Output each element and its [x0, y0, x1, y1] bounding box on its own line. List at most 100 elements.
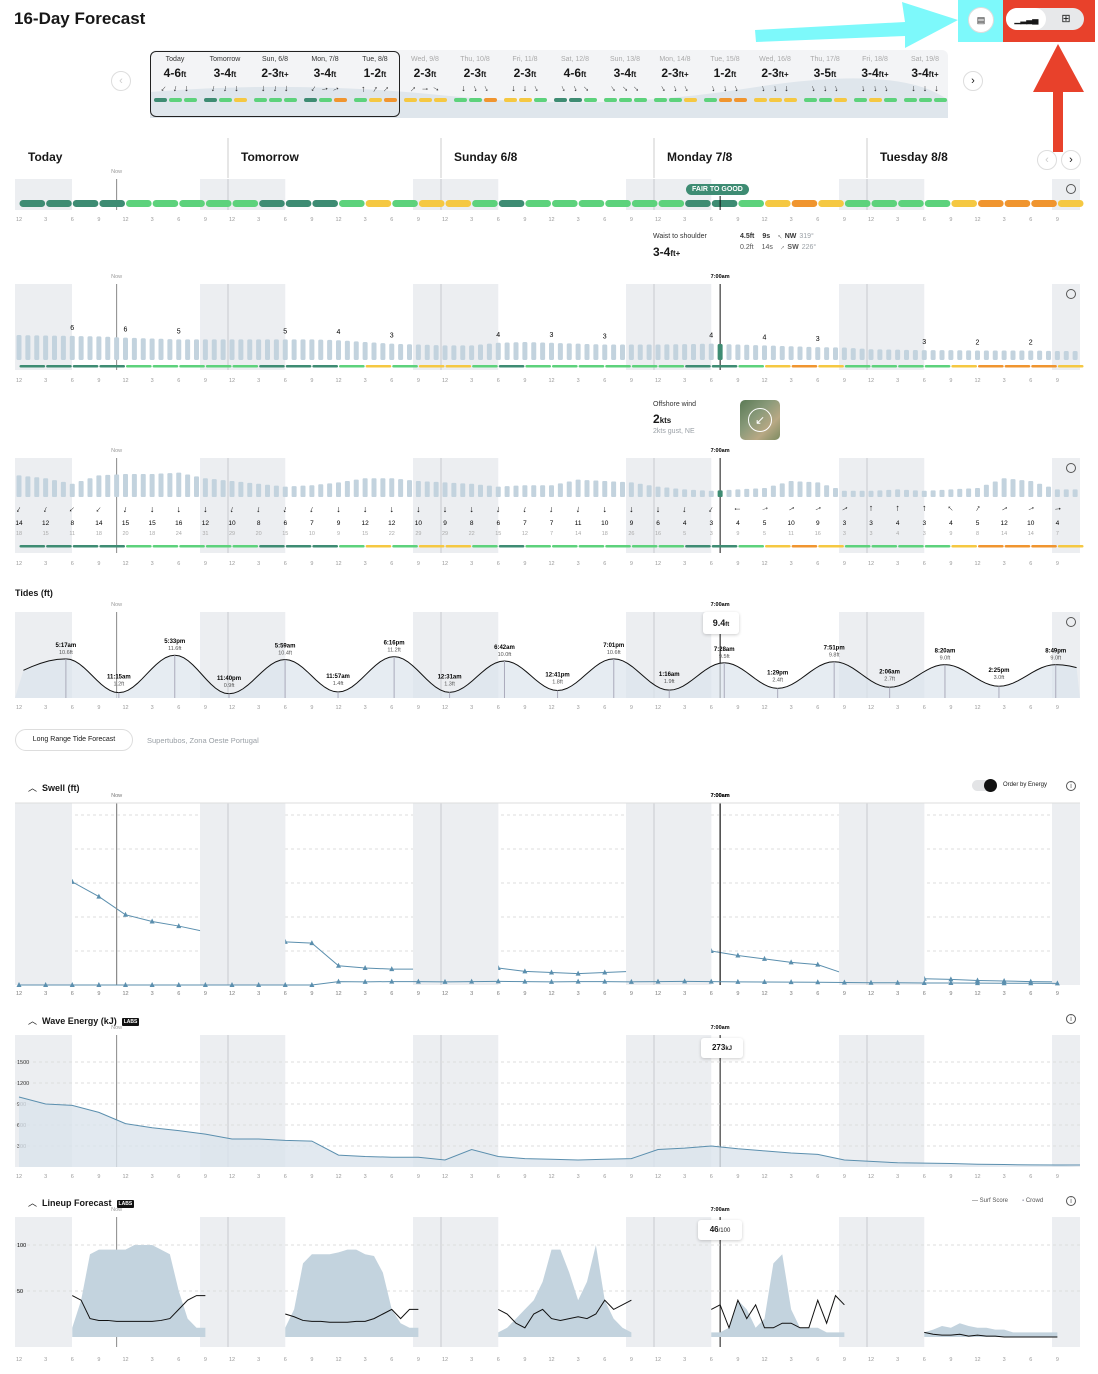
surf-height-bar[interactable] — [682, 344, 688, 360]
surf-height-bar[interactable] — [1037, 350, 1043, 360]
info-icon[interactable] — [1066, 184, 1076, 194]
swell-info-icon[interactable]: i — [1066, 781, 1076, 791]
surf-height-bar[interactable] — [60, 335, 66, 360]
surf-height-bar[interactable] — [637, 344, 643, 360]
surf-height-bar[interactable] — [43, 335, 49, 360]
surf-height-bar[interactable] — [904, 349, 909, 360]
surf-height-bar[interactable] — [380, 343, 386, 360]
surf-height-bar[interactable] — [131, 337, 137, 360]
surf-height-bar[interactable] — [158, 338, 164, 360]
surf-height-bar[interactable] — [504, 342, 510, 360]
surf-height-bar[interactable] — [34, 335, 40, 360]
surf-height-bar[interactable] — [797, 346, 803, 360]
table-view-button[interactable]: ▤ — [968, 7, 994, 33]
info-icon[interactable] — [1066, 463, 1076, 473]
surf-height-bar[interactable] — [655, 344, 661, 360]
strip-next-button[interactable]: › — [963, 71, 983, 91]
surf-height-bar[interactable] — [96, 336, 102, 360]
surf-height-bar[interactable] — [522, 341, 528, 360]
surf-height-bar[interactable] — [628, 344, 634, 360]
surf-height-bar[interactable] — [495, 342, 501, 360]
surf-height-bar[interactable] — [975, 350, 980, 360]
surf-height-bar[interactable] — [1072, 350, 1078, 360]
surf-height-bar[interactable] — [318, 339, 324, 360]
surf-height-bar[interactable] — [850, 348, 856, 360]
wind-map-thumbnail[interactable]: ↙ — [740, 400, 780, 440]
surf-height-bar[interactable] — [602, 344, 608, 360]
surf-height-bar[interactable] — [646, 344, 652, 360]
day-card[interactable]: Thu, 17/8 3-5ft ↓ ↓ ↓ — [800, 52, 850, 116]
surf-height-bar[interactable] — [815, 347, 821, 360]
lineup-header[interactable]: ︿ Lineup Forecast LABS — [28, 1198, 135, 1208]
day-card[interactable]: Fri, 11/8 2-3ft ↓ ↓ ↓ — [500, 52, 550, 116]
day-card[interactable]: Wed, 16/8 2-3ft+ ↓ ↓ ↓ — [750, 52, 800, 116]
surf-height-bar[interactable] — [229, 339, 235, 360]
surf-height-bar[interactable] — [726, 344, 732, 360]
surf-height-bar[interactable] — [247, 339, 253, 360]
surf-height-bar[interactable] — [460, 345, 466, 360]
surf-height-bar[interactable] — [939, 350, 945, 360]
surf-height-bar[interactable] — [841, 347, 847, 360]
day-card[interactable]: Tue, 15/8 1-2ft ↓ ↓ ↓ — [700, 52, 750, 116]
surf-height-bar[interactable] — [211, 339, 217, 360]
surf-height-bar[interactable] — [167, 339, 173, 360]
order-by-energy-toggle[interactable] — [972, 779, 997, 792]
surf-height-bar[interactable] — [185, 339, 191, 360]
surf-height-bar[interactable] — [114, 337, 120, 360]
surf-height-bar[interactable] — [921, 350, 927, 360]
surf-height-bar[interactable] — [744, 344, 750, 360]
surf-height-bar[interactable] — [788, 346, 794, 360]
surf-height-bar[interactable] — [895, 349, 901, 360]
day-card[interactable]: Thu, 10/8 2-3ft ↓ ↓ ↓ — [450, 52, 500, 116]
surf-height-bar[interactable] — [194, 339, 199, 360]
surf-height-bar[interactable] — [948, 350, 954, 360]
bar-chart-view-button[interactable]: ▁▂▃▄ — [1006, 8, 1046, 30]
surf-height-bar[interactable] — [52, 335, 57, 360]
surf-height-bar[interactable] — [238, 339, 244, 360]
wave-energy-header[interactable]: ︿ Wave Energy (kJ) LABS — [28, 1016, 140, 1026]
surf-height-bar[interactable] — [442, 345, 448, 360]
surf-height-bar[interactable] — [273, 339, 279, 360]
surf-height-bar[interactable] — [389, 343, 395, 360]
surf-height-bar[interactable] — [291, 339, 297, 360]
surf-height-bar[interactable] — [540, 342, 546, 360]
day-card[interactable]: Fri, 18/8 3-4ft+ ↓ ↓ ↓ — [850, 52, 900, 116]
surf-height-bar[interactable] — [256, 339, 262, 360]
surf-height-bar[interactable] — [1054, 350, 1060, 360]
day-card[interactable]: Sun, 6/8 2-3ft+ ↓ ↓ ↓ — [250, 52, 300, 116]
surf-height-bar[interactable] — [664, 344, 670, 360]
day-card[interactable]: Sat, 19/8 3-4ft+ ↓ ↓ ↓ — [900, 52, 950, 116]
day-card[interactable]: Tue, 8/8 1-2ft ↓ ↓ ↓ — [350, 52, 400, 116]
day-card[interactable]: Tomorrow 3-4ft ↓ ↓ ↓ — [200, 52, 250, 116]
surf-height-bar[interactable] — [327, 339, 333, 360]
surf-height-bar[interactable] — [371, 342, 377, 360]
surf-height-bar[interactable] — [1046, 350, 1051, 360]
surf-height-bar[interactable] — [344, 340, 350, 360]
surf-height-bar[interactable] — [309, 339, 315, 360]
surf-height-bar[interactable] — [886, 349, 892, 360]
surf-height-bar[interactable] — [105, 336, 111, 360]
surf-height-bar[interactable] — [486, 343, 492, 360]
surf-height-bar[interactable] — [1028, 350, 1034, 360]
surf-height-bar[interactable] — [1010, 350, 1016, 360]
surf-height-bar[interactable] — [176, 339, 182, 360]
day-card[interactable]: Mon, 7/8 3-4ft ↓ ↓ ↓ — [300, 52, 350, 116]
surf-height-bar[interactable] — [451, 345, 457, 360]
surf-height-bar[interactable] — [123, 337, 128, 360]
surf-height-bar[interactable] — [833, 347, 838, 360]
surf-height-bar[interactable] — [566, 343, 572, 360]
day-card[interactable]: Mon, 14/8 2-3ft+ ↓ ↓ ↓ — [650, 52, 700, 116]
surf-height-bar[interactable] — [966, 350, 972, 360]
surf-height-bar[interactable] — [478, 344, 483, 360]
surf-height-bar[interactable] — [415, 344, 421, 360]
surf-height-bar[interactable] — [779, 345, 785, 360]
surf-height-bar[interactable] — [362, 341, 368, 360]
surf-height-bar[interactable] — [859, 348, 865, 360]
surf-height-bar[interactable] — [140, 338, 146, 360]
surf-height-bar[interactable] — [611, 344, 617, 360]
surf-height-bar[interactable] — [353, 341, 359, 360]
surf-height-bar[interactable] — [735, 344, 741, 360]
surf-height-bar[interactable] — [717, 343, 723, 360]
surf-height-bar[interactable] — [549, 342, 554, 360]
view-toggle[interactable]: ▁▂▃▄ ⊞ — [1006, 8, 1084, 30]
